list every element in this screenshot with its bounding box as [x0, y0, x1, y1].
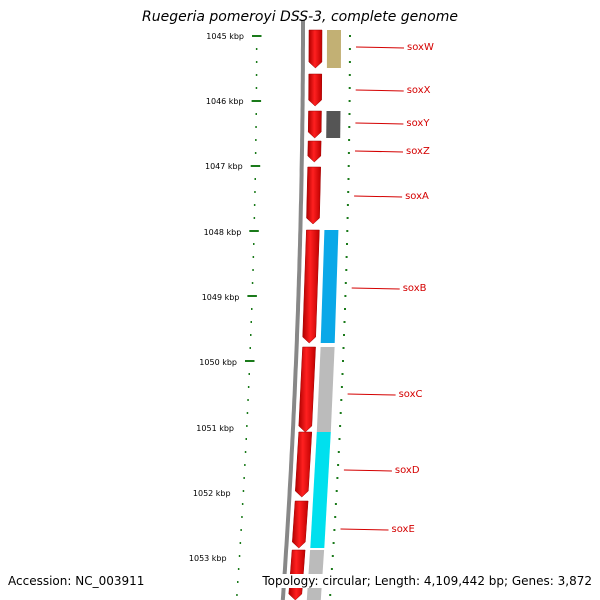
gene-leader-line: [355, 122, 404, 125]
backbone: [280, 20, 305, 600]
cog-segment: [320, 230, 339, 343]
gene-leader-line: [354, 195, 403, 198]
gene-leader-line: [351, 287, 400, 290]
cds-arrow: [308, 29, 323, 69]
gene-label: soxD: [395, 465, 420, 476]
gene-leader-line: [347, 393, 396, 396]
scale-label: 1050 kbp: [199, 358, 237, 367]
backbone-line: [280, 20, 305, 600]
cog-segment: [316, 347, 335, 432]
scale-label: 1048 kbp: [204, 228, 242, 237]
scale-label: 1045 kbp: [206, 32, 244, 41]
scale-label: 1051 kbp: [196, 424, 234, 433]
genome-summary-text: Topology: circular; Length: 4,109,442 bp…: [262, 574, 592, 588]
gene-labels: 1045 kbp 1046 kbp 1047 kbp 1048 kbp 1049 kbp…: [189, 32, 434, 563]
gene-leader-line: [355, 89, 404, 92]
scale-ticks: [236, 35, 351, 596]
gene-label: soxB: [403, 283, 427, 294]
cog-segment: [310, 432, 331, 548]
gene-label: soxW: [407, 42, 434, 53]
accession-text: Accession: NC_003911: [8, 574, 145, 588]
cog-track: [306, 30, 341, 600]
gene-leader-line: [343, 469, 392, 472]
gene-label: soxY: [406, 118, 430, 129]
gene-label: soxE: [392, 524, 415, 535]
scale-label: 1053 kbp: [189, 554, 227, 563]
gene-leader-line: [354, 150, 404, 153]
gene-label: soxX: [407, 85, 431, 96]
cds-arrow: [308, 73, 323, 107]
scale-label: 1046 kbp: [206, 97, 244, 106]
gene-leader-line: [340, 528, 389, 531]
scale-label: 1047 kbp: [205, 162, 243, 171]
cds-arrow: [306, 166, 321, 225]
cds-arrow: [298, 346, 316, 433]
gene-leader-line: [355, 46, 405, 49]
gene-label: soxA: [405, 191, 429, 202]
cds-arrow: [302, 229, 320, 344]
gene-label: soxC: [399, 389, 423, 400]
scale-label: 1049 kbp: [202, 293, 240, 302]
cog-segment: [326, 30, 341, 68]
cds-arrow: [292, 500, 309, 549]
cog-segment: [326, 111, 341, 138]
cds-arrow: [295, 431, 313, 498]
scale-label: 1052 kbp: [193, 489, 231, 498]
gene-label: soxZ: [406, 146, 430, 157]
cds-arrow: [307, 110, 322, 139]
map-title: Ruegeria pomeroyi DSS-3, complete genome: [142, 9, 458, 25]
cds-arrow: [307, 140, 322, 163]
